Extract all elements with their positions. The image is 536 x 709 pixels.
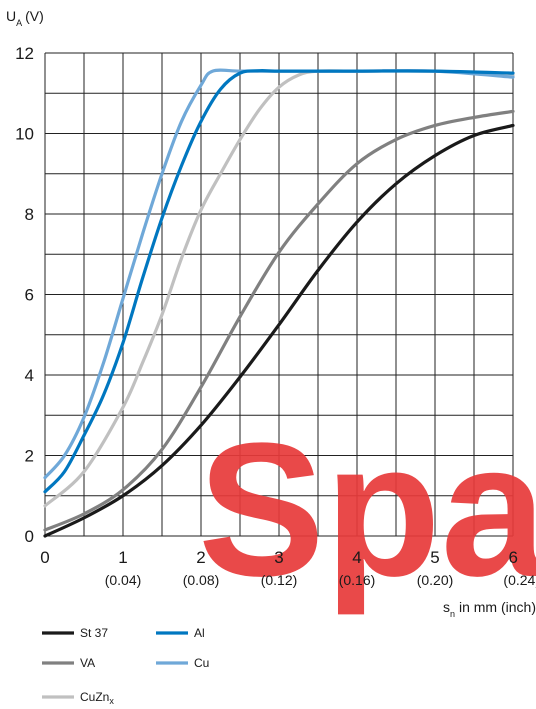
x-tick-sublabel: (0.12)	[261, 572, 298, 588]
series-line-st-37	[43, 123, 515, 538]
x-tick-label: 5	[430, 548, 439, 567]
legend-label-main: CuZn	[80, 690, 109, 704]
x-axis-label-rest: in mm (inch)	[459, 599, 536, 615]
legend-label-cuzn: CuZnx	[80, 690, 114, 706]
x-tick-sublabel: (0.04)	[105, 572, 142, 588]
y-axis-label-main: U	[6, 8, 16, 24]
y-tick-label: 12	[15, 44, 34, 63]
y-tick-label: 4	[25, 366, 34, 385]
y-tick-label: 6	[25, 286, 34, 305]
y-tick-label: 0	[25, 527, 34, 546]
x-axis-label-sub: n	[450, 609, 455, 619]
grid	[44, 52, 514, 537]
x-axis-label-main: s	[443, 599, 450, 615]
x-tick-label: 6	[509, 548, 518, 567]
watermark-layer: Spa	[198, 404, 536, 616]
y-tick-label: 8	[25, 205, 34, 224]
x-tick-label: 2	[196, 548, 205, 567]
x-tick-label: 4	[352, 548, 361, 567]
series-layer	[43, 68, 515, 538]
ticks-layer: 0 2 4 6 8 10 12 0 1 (0.04) 2 (0.08) 3 (0.12) 4 (0.16) 5 (…	[15, 44, 536, 588]
series-line-al	[43, 69, 515, 494]
x-tick-sublabel: (0.16)	[339, 572, 376, 588]
watermark-text: Spa	[198, 404, 536, 616]
legend-label-cu: Cu	[194, 656, 209, 670]
x-axis-label: sn in mm (inch)	[443, 599, 536, 619]
legend-label-st-37: St 37	[80, 626, 108, 640]
labels-layer: UA (V) sn in mm (inch)	[6, 8, 536, 619]
x-tick-label: 3	[274, 548, 283, 567]
y-tick-label: 2	[25, 447, 34, 466]
y-axis-label-sub: A	[16, 18, 22, 28]
legend-label-va: VA	[80, 656, 95, 670]
x-tick-sublabel: (0.08)	[183, 572, 220, 588]
y-axis-label-unit: (V)	[25, 8, 44, 24]
legend-label-sub: x	[109, 696, 114, 706]
x-tick-label: 0	[40, 548, 49, 567]
legend-label-main: Cu	[194, 656, 209, 670]
legend-label-main: Al	[194, 626, 205, 640]
x-tick-label: 1	[118, 548, 127, 567]
legend-label-main: St 37	[80, 626, 108, 640]
x-tick-sublabel: (0.24)	[503, 572, 536, 588]
y-tick-label: 10	[15, 125, 34, 144]
legend-layer: St 37 VA Al Cu CuZnx	[42, 626, 209, 706]
legend-label-al: Al	[194, 626, 205, 640]
x-tick-sublabel: (0.20)	[417, 572, 454, 588]
series-line-va	[43, 109, 515, 532]
legend-label-main: VA	[80, 656, 95, 670]
y-axis-label: UA (V)	[6, 8, 44, 28]
